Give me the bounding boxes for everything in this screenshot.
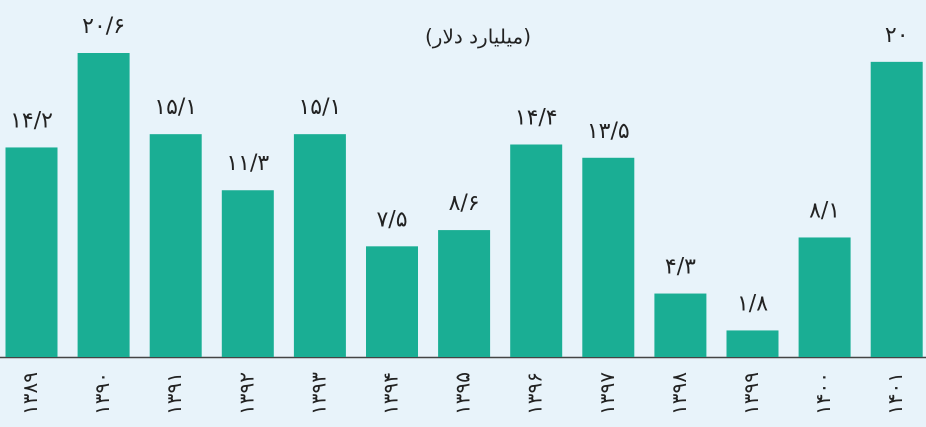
- bar: [510, 144, 563, 357]
- bar: [582, 157, 635, 357]
- value-label: ۴/۳: [665, 255, 696, 280]
- bar: [149, 134, 202, 357]
- value-label: ۱۴/۲: [10, 108, 53, 133]
- value-label: ۲۰/۶: [82, 14, 125, 39]
- value-label: ۱/۸: [737, 291, 768, 316]
- value-label: ۱۱/۳: [226, 151, 269, 176]
- bar: [293, 134, 346, 357]
- chart-subtitle: (میلیارد دلار): [425, 25, 531, 49]
- value-label: ۸/۶: [449, 191, 480, 216]
- value-label: ۱۴/۴: [515, 105, 558, 130]
- x-tick-label: ۱۳۹۰: [90, 372, 114, 415]
- x-tick-label: ۱۳۹۸: [667, 372, 691, 415]
- bar: [726, 330, 779, 357]
- value-label: ۱۵/۱: [154, 95, 197, 120]
- bar: [366, 246, 418, 357]
- bar: [77, 53, 130, 357]
- x-tick-label: ۱۳۹۴: [379, 372, 403, 415]
- bar: [654, 293, 707, 357]
- bar: [870, 61, 923, 357]
- x-tick-label: ۱۳۹۵: [451, 372, 475, 415]
- bar: [5, 147, 58, 357]
- value-label: ۱۵/۱: [298, 95, 341, 120]
- x-tick-label: ۱۴۰۰: [811, 372, 835, 415]
- value-label: ۱۳/۵: [587, 119, 630, 144]
- x-tick-label: ۱۳۹۳: [306, 372, 330, 415]
- value-label: ۲۰: [885, 23, 909, 48]
- x-tick-label: ۱۳۹۶: [523, 372, 547, 415]
- x-tick-label: ۱۳۸۹: [18, 372, 42, 415]
- bar: [798, 237, 851, 357]
- x-tick-label: ۱۳۹۲: [234, 372, 258, 415]
- x-tick-label: ۱۴۰۱: [883, 372, 907, 415]
- bar: [221, 190, 274, 357]
- value-label: ۸/۱: [809, 198, 840, 223]
- x-tick-label: ۱۳۹۷: [595, 372, 619, 415]
- value-label: ۷/۵: [376, 207, 407, 232]
- x-tick-label: ۱۳۹۹: [739, 372, 763, 415]
- x-tick-label: ۱۳۹۱: [162, 372, 186, 415]
- bar: [438, 230, 491, 357]
